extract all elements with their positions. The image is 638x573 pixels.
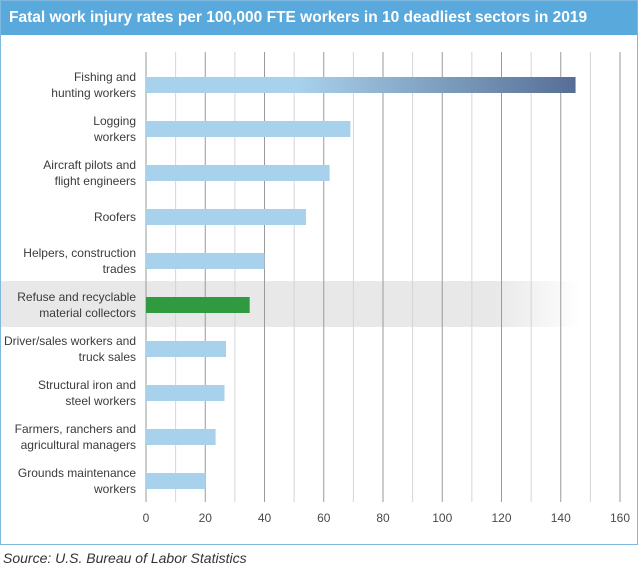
x-tick-label: 0 — [143, 511, 150, 525]
bar-8 — [146, 429, 216, 445]
x-tick-label: 40 — [258, 511, 272, 525]
category-label: Grounds maintenance workers — [18, 466, 136, 496]
category-label: Roofers — [94, 210, 136, 224]
highlight-band — [1, 281, 581, 327]
x-tick-label: 120 — [491, 511, 511, 525]
bar-2 — [146, 165, 330, 181]
bar-5 — [146, 297, 250, 313]
source-note: Source: U.S. Bureau of Labor Statistics — [3, 550, 247, 566]
x-tick-label: 140 — [551, 511, 571, 525]
category-label: Aircraft pilots and flight engineers — [43, 158, 136, 188]
category-label: Helpers, construction trades — [23, 246, 136, 276]
category-label: Logging workers — [93, 114, 136, 144]
bar-6 — [146, 341, 226, 357]
bar-4 — [146, 253, 265, 269]
x-tick-label: 80 — [376, 511, 390, 525]
category-label: Fishing and hunting workers — [51, 70, 136, 100]
bar-3 — [146, 209, 306, 225]
bar-1 — [146, 121, 351, 137]
bar-7 — [146, 385, 225, 401]
x-tick-label: 160 — [610, 511, 630, 525]
x-tick-label: 100 — [432, 511, 452, 525]
x-tick-label: 60 — [317, 511, 331, 525]
category-label: Driver/sales workers and truck sales — [4, 334, 136, 364]
chart-title: Fatal work injury rates per 100,000 FTE … — [1, 1, 637, 35]
category-label: Structural iron and steel workers — [38, 378, 136, 408]
bar-0 — [146, 77, 576, 93]
bar-chart: Fishing and hunting workers Logging workers… — [1, 52, 630, 525]
bar-9 — [146, 473, 206, 489]
category-label: Refuse and recyclable material collectors — [17, 290, 136, 320]
x-tick-label: 20 — [199, 511, 213, 525]
category-label: Farmers, ranchers and agricultural manage… — [15, 422, 136, 452]
